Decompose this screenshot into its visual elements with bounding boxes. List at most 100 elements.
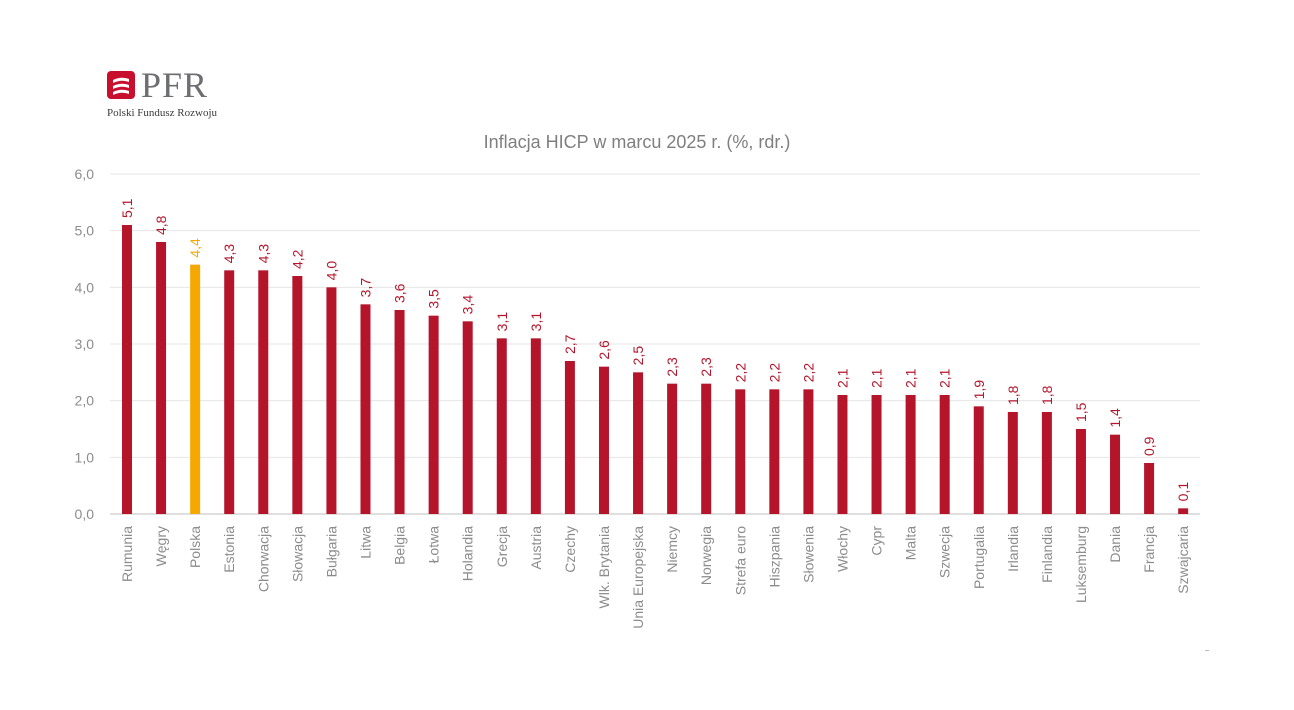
data-label: 2,2	[800, 363, 816, 383]
x-tick-label: Włochy	[834, 526, 850, 572]
y-tick-label: 4,0	[75, 279, 95, 295]
bar	[905, 395, 916, 514]
bar	[292, 276, 303, 514]
x-tick-label: Cypr	[869, 526, 885, 556]
y-tick-label: 2,0	[75, 393, 95, 409]
x-tick-label: Polska	[187, 526, 203, 568]
x-tick-label: Szwecja	[937, 526, 953, 578]
x-tick-label: Słowenia	[800, 526, 816, 583]
pfr-logo-icon	[107, 71, 135, 99]
logo-subtitle: Polski Fundusz Rozwoju	[107, 107, 218, 119]
data-label: 1,4	[1107, 408, 1123, 428]
x-tick-label: Belgia	[392, 526, 408, 565]
x-tick-label: Słowacja	[289, 526, 305, 582]
data-label: 3,1	[494, 312, 510, 332]
data-label: 4,2	[289, 249, 305, 269]
bar	[1007, 412, 1018, 514]
data-label: 0,1	[1175, 482, 1191, 502]
bar	[803, 389, 814, 514]
x-tick-label: Litwa	[357, 526, 373, 559]
x-tick-label: Grecja	[494, 526, 510, 567]
y-tick-label: 0,0	[75, 506, 95, 522]
y-tick-label: 3,0	[75, 336, 95, 352]
x-tick-label: Wlk. Brytania	[596, 526, 612, 609]
data-label: 2,2	[766, 363, 782, 383]
data-label: 2,7	[562, 334, 578, 354]
bar	[530, 338, 541, 514]
x-tick-label: Chorwacja	[255, 526, 271, 592]
x-tick-label: Estonia	[221, 526, 237, 573]
logo-wordmark: PFR	[141, 65, 209, 105]
data-label: 1,8	[1039, 385, 1055, 405]
x-tick-label: Czechy	[562, 526, 578, 573]
bar	[326, 287, 337, 514]
bar	[939, 395, 950, 514]
chart-title: Inflacja HICP w marcu 2025 r. (%, rdr.)	[483, 132, 791, 152]
data-label: 1,9	[971, 380, 987, 400]
bar	[769, 389, 780, 514]
x-tick-label: Łotwa	[426, 526, 442, 564]
bar	[1110, 434, 1121, 514]
bar	[837, 395, 848, 514]
data-label: 1,5	[1073, 402, 1089, 422]
decorative-dash	[1205, 650, 1209, 651]
bar	[190, 264, 201, 514]
bar	[564, 361, 575, 514]
bar	[1178, 508, 1189, 514]
x-tick-label: Szwajcaria	[1175, 526, 1191, 594]
data-label: 0,9	[1141, 436, 1157, 456]
bar	[394, 310, 405, 514]
data-label: 4,3	[255, 244, 271, 264]
bar	[871, 395, 882, 514]
data-label: 2,5	[630, 346, 646, 366]
data-label: 3,5	[426, 289, 442, 309]
data-label: 4,4	[187, 238, 203, 258]
bar	[667, 383, 678, 514]
x-tick-label: Francja	[1141, 526, 1157, 573]
data-label: 3,1	[528, 312, 544, 332]
bar	[258, 270, 269, 514]
x-tick-label: Finlandia	[1039, 526, 1055, 583]
data-label: 2,1	[903, 368, 919, 388]
data-label: 5,1	[119, 198, 135, 218]
data-label: 3,7	[357, 278, 373, 298]
x-tick-label: Luksemburg	[1073, 526, 1089, 603]
data-label: 1,8	[1005, 385, 1021, 405]
x-tick-label: Irlandia	[1005, 526, 1021, 572]
data-label: 2,3	[664, 357, 680, 377]
bar	[1075, 429, 1086, 514]
bar	[224, 270, 235, 514]
bar	[360, 304, 371, 514]
data-label: 4,3	[221, 244, 237, 264]
bar	[735, 389, 746, 514]
x-tick-label: Dania	[1107, 526, 1123, 563]
data-label: 2,6	[596, 340, 612, 360]
data-label: 2,1	[937, 368, 953, 388]
x-tick-label: Niemcy	[664, 526, 680, 573]
data-label: 2,1	[834, 368, 850, 388]
y-tick-label: 5,0	[75, 223, 95, 239]
x-tick-label: Strefa euro	[732, 526, 748, 595]
data-label: 4,8	[153, 215, 169, 235]
y-tick-label: 6,0	[75, 166, 95, 182]
data-label: 2,2	[732, 363, 748, 383]
bar	[633, 372, 644, 514]
bar	[462, 321, 473, 514]
bar	[973, 406, 984, 514]
bar	[156, 242, 167, 514]
data-label: 3,6	[392, 283, 408, 303]
x-tick-label: Węgry	[153, 526, 169, 566]
x-tick-label: Rumunia	[119, 526, 135, 582]
bar	[1144, 463, 1155, 514]
bar	[496, 338, 507, 514]
y-tick-label: 1,0	[75, 449, 95, 465]
bar	[701, 383, 712, 514]
bar	[428, 315, 439, 514]
pfr-logo: PFR Polski Fundusz Rozwoju	[107, 65, 267, 122]
bar	[1041, 412, 1052, 514]
x-tick-label: Portugalia	[971, 526, 987, 589]
bar	[122, 225, 132, 514]
x-tick-label: Bułgaria	[323, 526, 339, 578]
x-tick-label: Unia Europejska	[630, 526, 646, 629]
